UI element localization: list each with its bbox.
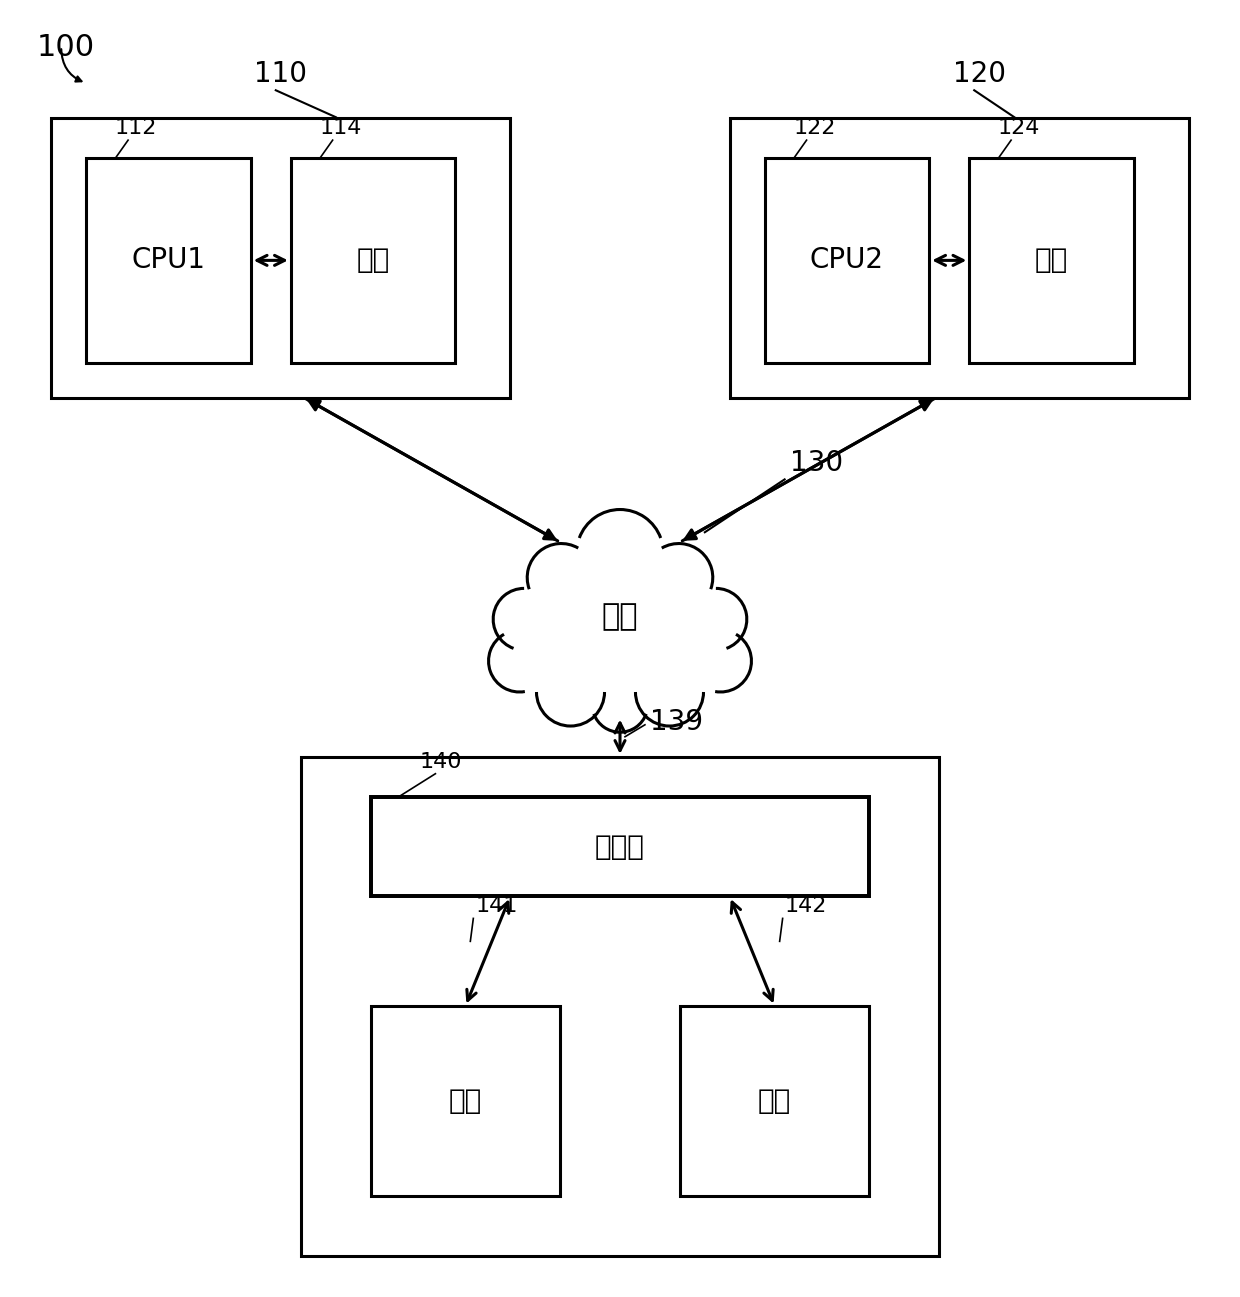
Text: 120: 120 [952, 60, 1006, 88]
Text: 140: 140 [419, 752, 461, 772]
Text: 122: 122 [794, 118, 836, 139]
Circle shape [620, 647, 697, 725]
Text: 130: 130 [790, 449, 843, 477]
Bar [765, 158, 929, 363]
Bar [371, 796, 869, 896]
Text: 内存: 内存 [1035, 246, 1068, 275]
Circle shape [496, 601, 564, 669]
Circle shape [582, 647, 658, 725]
Text: 控制器: 控制器 [595, 833, 645, 860]
Text: 内存: 内存 [356, 246, 389, 275]
Text: 141: 141 [475, 896, 517, 917]
Circle shape [558, 558, 682, 681]
Circle shape [497, 638, 563, 703]
Text: 110: 110 [254, 60, 308, 88]
Circle shape [637, 556, 712, 630]
Text: 139: 139 [650, 708, 703, 735]
Text: 114: 114 [320, 118, 362, 139]
Bar [87, 158, 250, 363]
Text: CPU2: CPU2 [810, 246, 884, 275]
Text: 互联: 互联 [601, 603, 639, 632]
Bar [680, 1006, 869, 1196]
Text: 内存: 内存 [758, 1087, 791, 1115]
Text: 124: 124 [998, 118, 1040, 139]
Bar [970, 158, 1133, 363]
Circle shape [543, 647, 620, 725]
Bar [290, 158, 455, 363]
Circle shape [677, 638, 743, 703]
Text: CPU1: CPU1 [131, 246, 206, 275]
Bar [730, 118, 1189, 398]
Text: 内存: 内存 [449, 1087, 482, 1115]
Text: 142: 142 [785, 896, 827, 917]
Text: 100: 100 [36, 34, 94, 62]
Circle shape [528, 556, 603, 630]
Text: 112: 112 [115, 118, 157, 139]
Bar [371, 1006, 560, 1196]
Circle shape [574, 527, 666, 619]
Bar [301, 756, 939, 1255]
Bar [51, 118, 510, 398]
Circle shape [676, 601, 744, 669]
